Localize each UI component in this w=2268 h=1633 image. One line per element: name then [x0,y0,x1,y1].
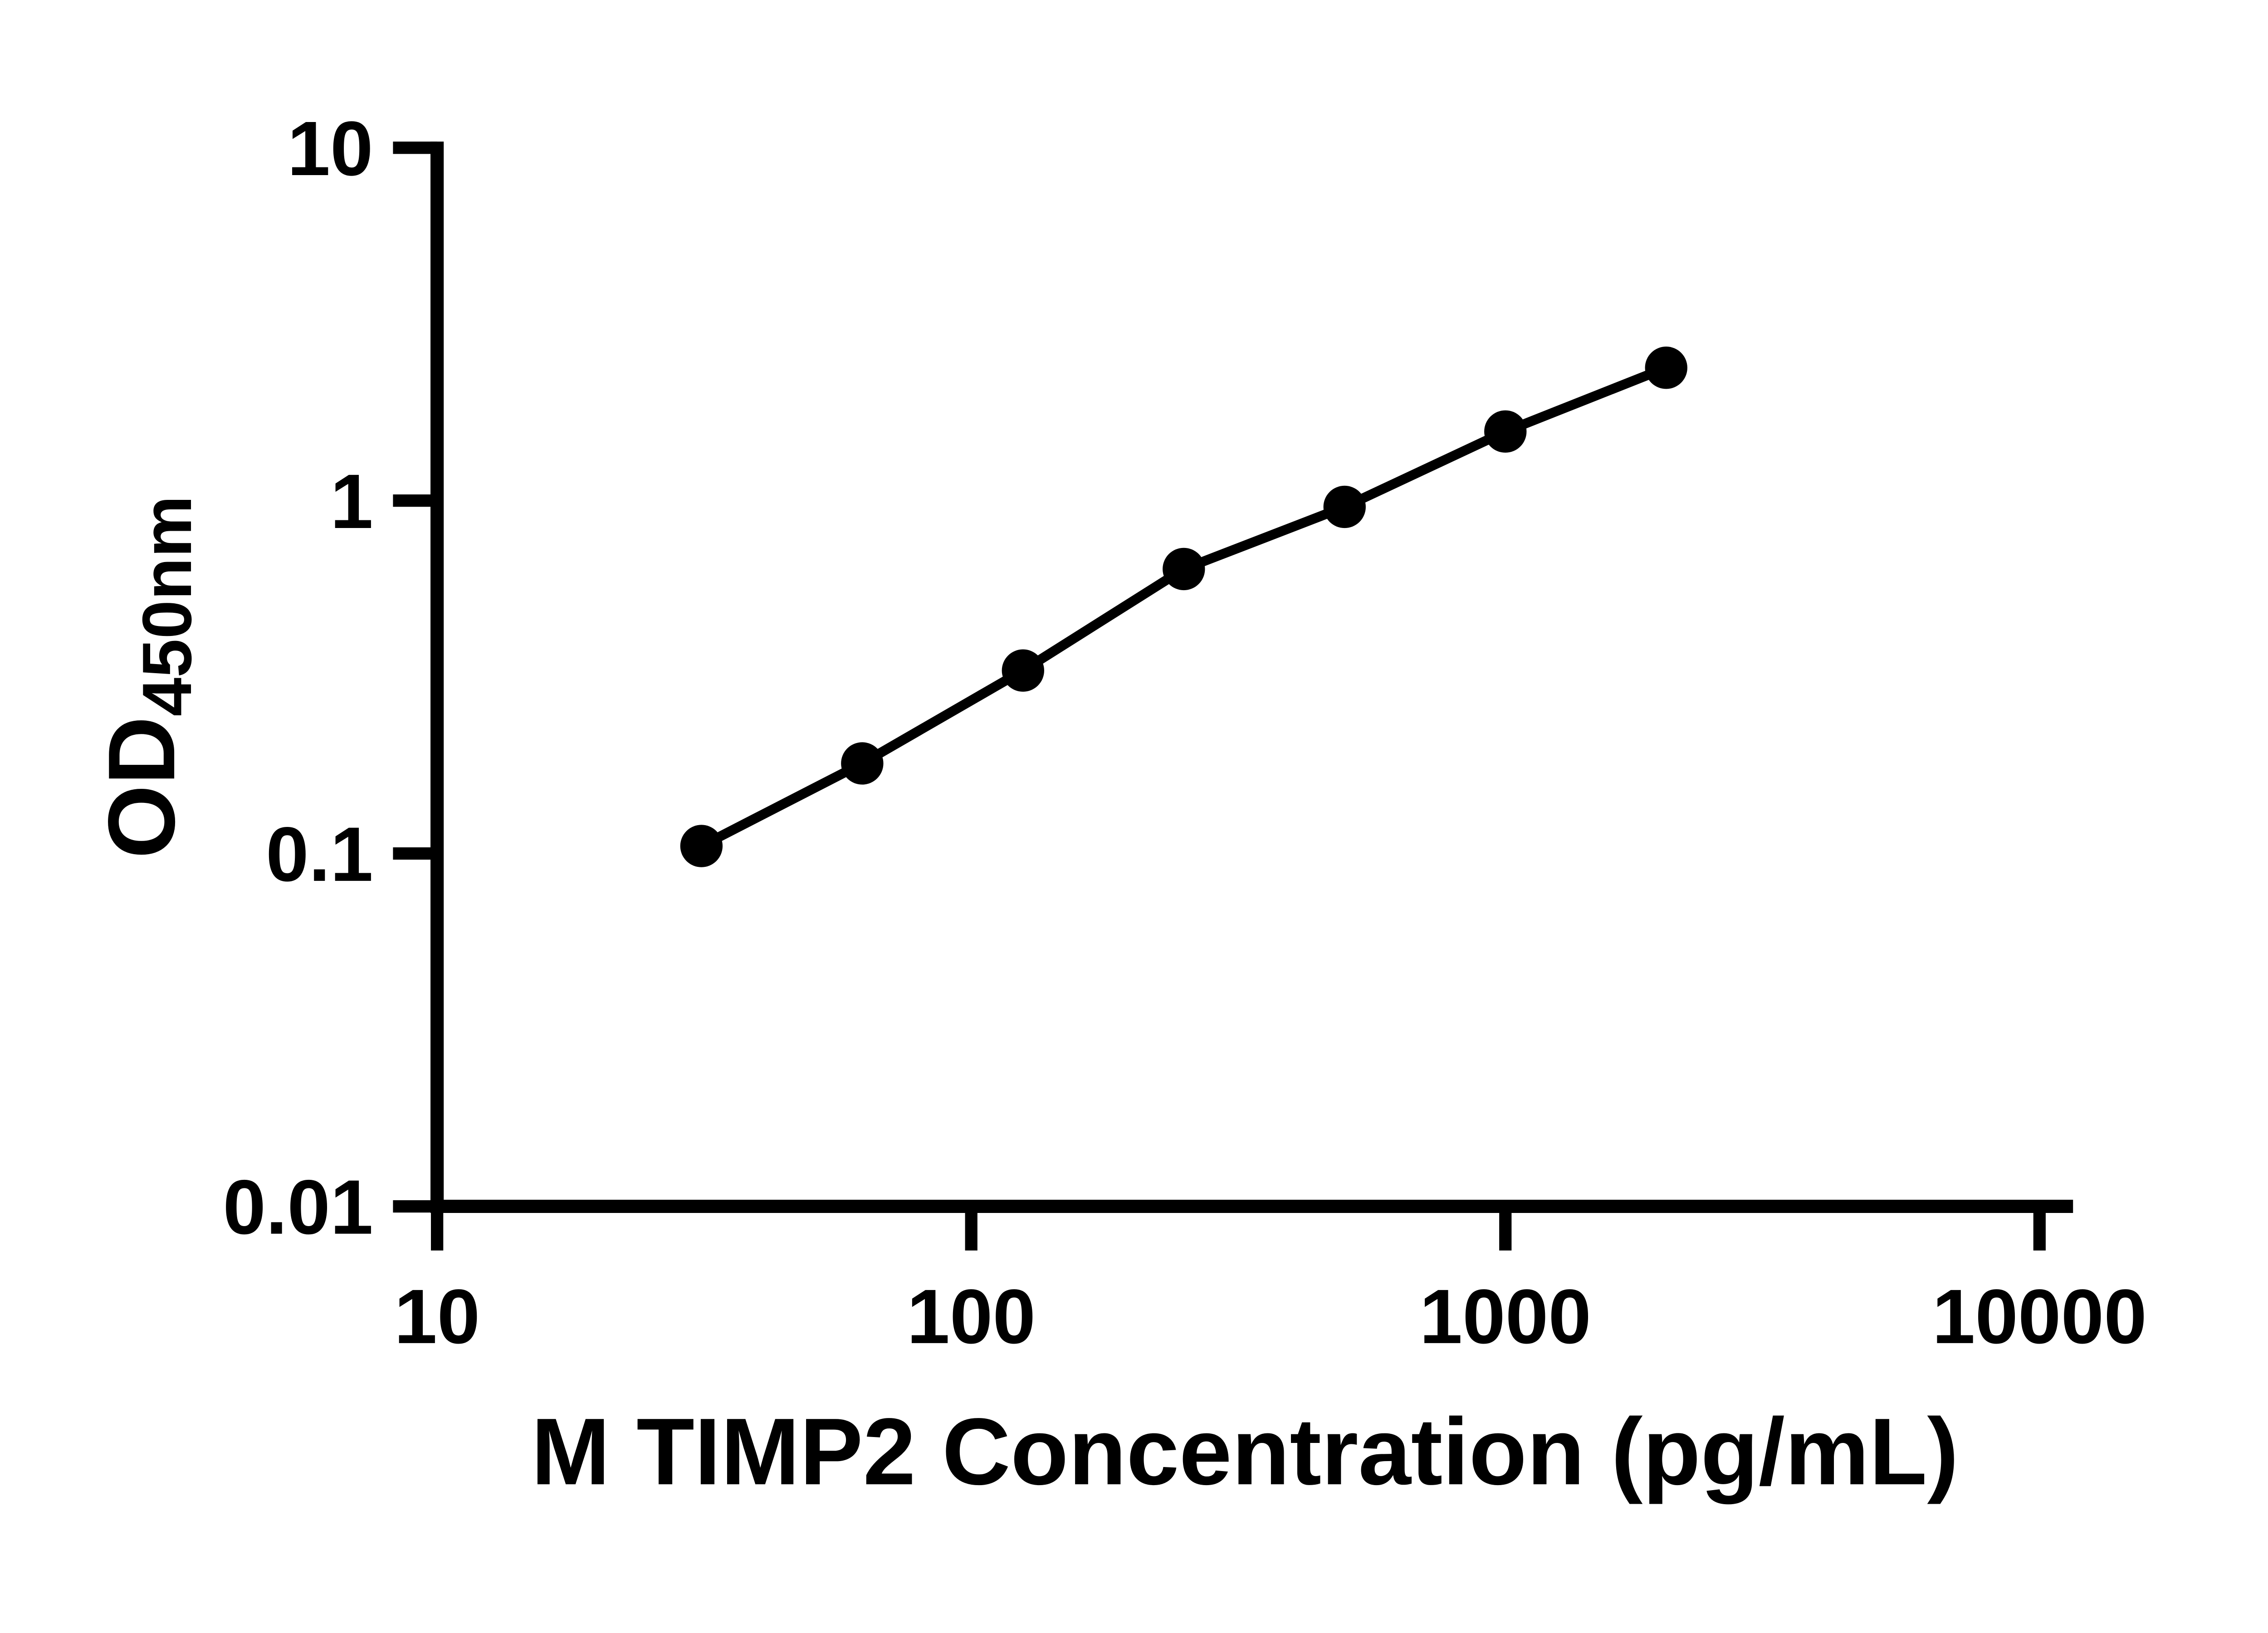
x-tick-label: 10000 [1932,1274,2147,1360]
x-axis-title: M TIMP2 Concentration (pg/mL) [531,1399,1959,1505]
data-point [1323,485,1366,528]
data-point [1002,649,1044,692]
standard-curve-figure: 10 100 1000 10000 0.01 0.1 1 10 M TIMP2 Concentr… [89,106,2147,1505]
y-tick-label: 0.01 [223,1164,373,1251]
chart-canvas: 10 100 1000 10000 0.01 0.1 1 10 M TIMP2 Concentr… [89,106,2147,1505]
data-point [680,825,723,867]
y-axis-title: OD450nm [89,495,206,858]
data-point [1163,548,1205,591]
x-tick-label: 1000 [1419,1274,1591,1360]
x-tick-label: 10 [394,1274,480,1360]
y-axis-title-main: OD [89,716,195,859]
x-tick-label: 100 [907,1274,1036,1360]
data-point [841,742,884,785]
data-point [1645,347,1687,389]
data-point [1484,410,1527,453]
y-tick-label: 1 [330,459,373,545]
y-tick-label: 0.1 [266,812,373,898]
y-axis-title-subscript: 450nm [128,495,206,716]
y-tick-label: 10 [287,106,373,192]
